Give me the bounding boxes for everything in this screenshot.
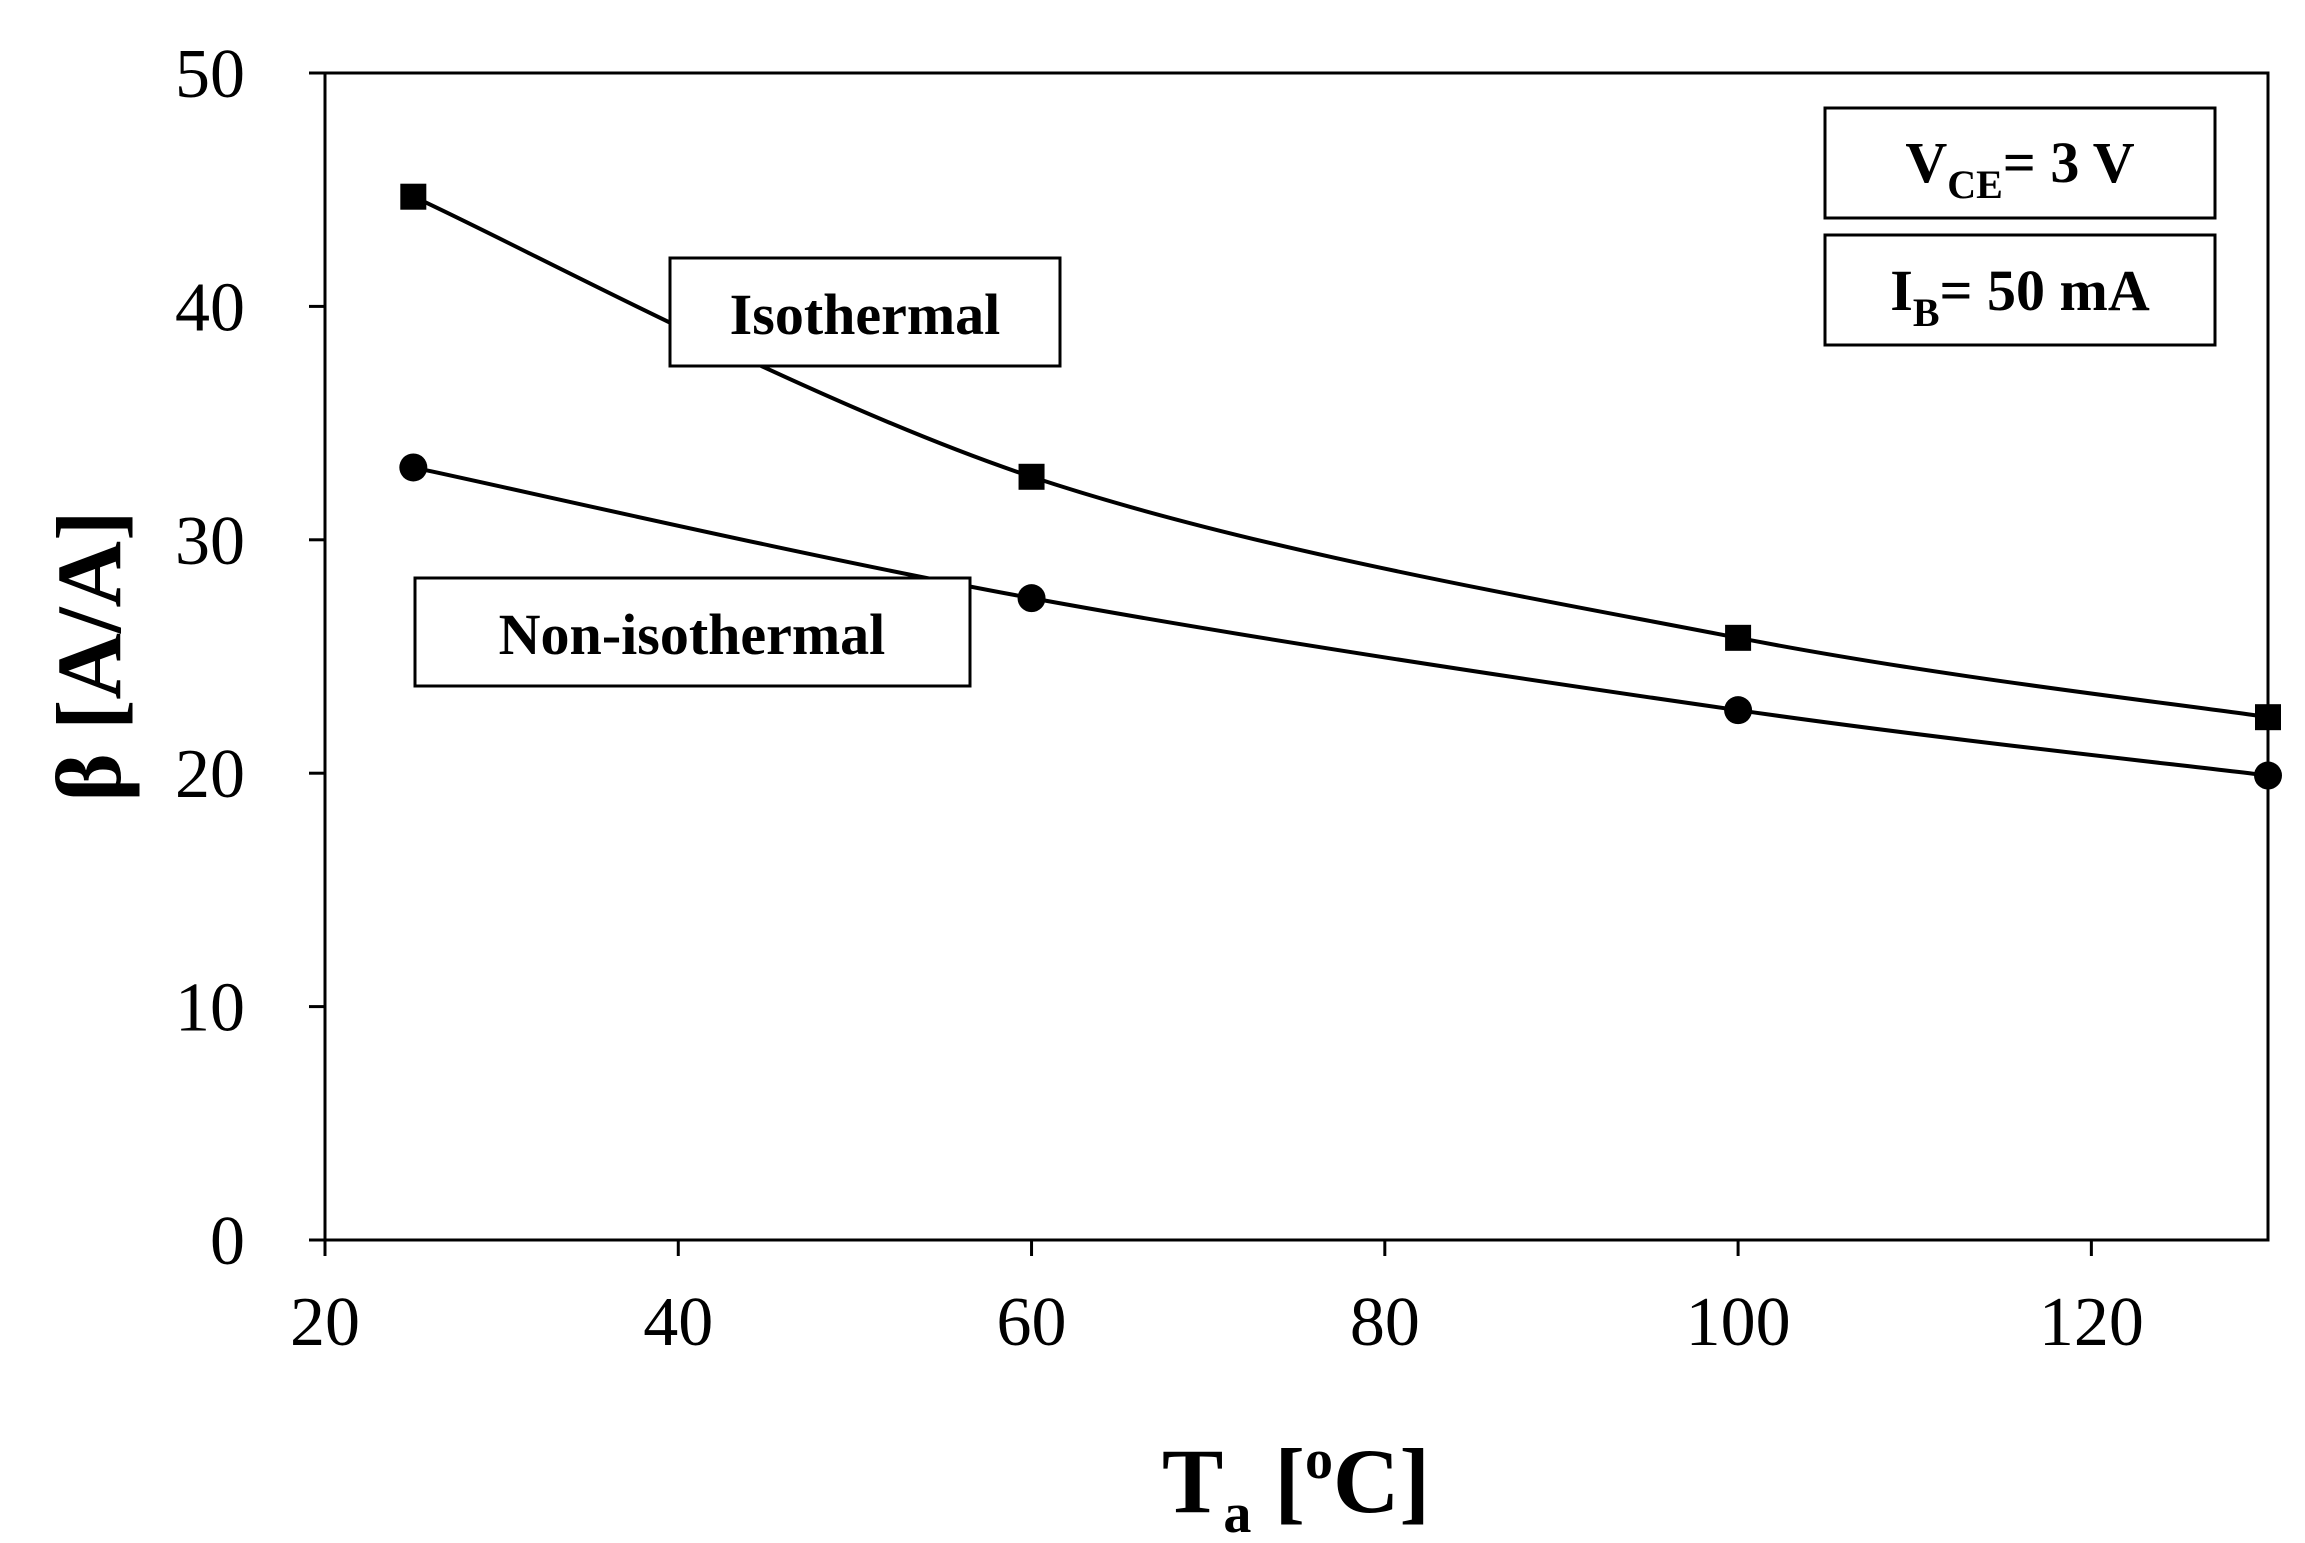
- non-isothermal-label: Non-isothermal: [499, 602, 886, 667]
- plot-area-frame: [323, 71, 2270, 1242]
- y-axis-title: β [A/A]: [38, 510, 140, 801]
- point-isothermal-60: [1018, 463, 1045, 490]
- point-non-isothermal-25: [399, 453, 428, 482]
- ib-rest: = 50 mA: [1940, 258, 2150, 323]
- vce-annotation: VCE= 3 V: [1905, 130, 2134, 207]
- x-tick-label-100: 100: [1686, 1284, 1791, 1361]
- isothermal-label: Isothermal: [730, 282, 1001, 347]
- y-tick-label-50: 50: [175, 36, 245, 113]
- ib-sub: B: [1913, 290, 1940, 335]
- vce-main: V: [1905, 130, 1947, 195]
- point-non-isothermal-130: [2254, 761, 2282, 790]
- ib-annotation: IB= 50 mA: [1890, 258, 2150, 335]
- x-axis-title: Ta [oC]: [1162, 1429, 1430, 1543]
- series-markers: [399, 183, 2282, 790]
- y-tick-label-40: 40: [175, 269, 245, 346]
- point-isothermal-100: [1725, 624, 1752, 651]
- series-line-non-isothermal: [412, 465, 2269, 778]
- y-tick-label-20: 20: [175, 736, 245, 813]
- ib-main: I: [1890, 258, 1913, 323]
- y-tick-label-0: 0: [210, 1203, 245, 1280]
- x-axis-title-unit-sup: o: [1305, 1429, 1333, 1491]
- point-isothermal-25: [400, 183, 427, 210]
- x-tick-label-60: 60: [997, 1284, 1067, 1361]
- vce-annotation-box: VCE= 3 V: [1823, 106, 2217, 220]
- axis-ticks: 20 40 60 80 100 120 0 10 20 30 40 50: [175, 36, 2144, 1361]
- x-axis-title-unit-close: C]: [1333, 1430, 1430, 1532]
- point-non-isothermal-100: [1724, 696, 1753, 725]
- x-axis-title-main: T: [1162, 1430, 1223, 1532]
- series-line-isothermal: [412, 194, 2269, 720]
- vce-rest: = 3 V: [2003, 130, 2135, 195]
- x-axis-title-sub: a: [1223, 1483, 1251, 1543]
- y-tick-label-10: 10: [175, 970, 245, 1047]
- non-isothermal-label-box: Non-isothermal: [413, 576, 972, 688]
- vce-sub: CE: [1947, 162, 2003, 207]
- point-non-isothermal-60: [1017, 584, 1046, 613]
- ib-annotation-box: IB= 50 mA: [1823, 233, 2217, 347]
- x-tick-label-120: 120: [2039, 1284, 2144, 1361]
- x-tick-label-20: 20: [290, 1284, 360, 1361]
- x-tick-label-40: 40: [643, 1284, 713, 1361]
- isothermal-label-box: Isothermal: [668, 256, 1062, 368]
- point-isothermal-130: [2255, 704, 2281, 731]
- y-tick-label-30: 30: [175, 503, 245, 580]
- x-tick-label-80: 80: [1350, 1284, 1420, 1361]
- x-axis-title-unit-open: [: [1251, 1430, 1305, 1532]
- series-curves: [412, 194, 2269, 778]
